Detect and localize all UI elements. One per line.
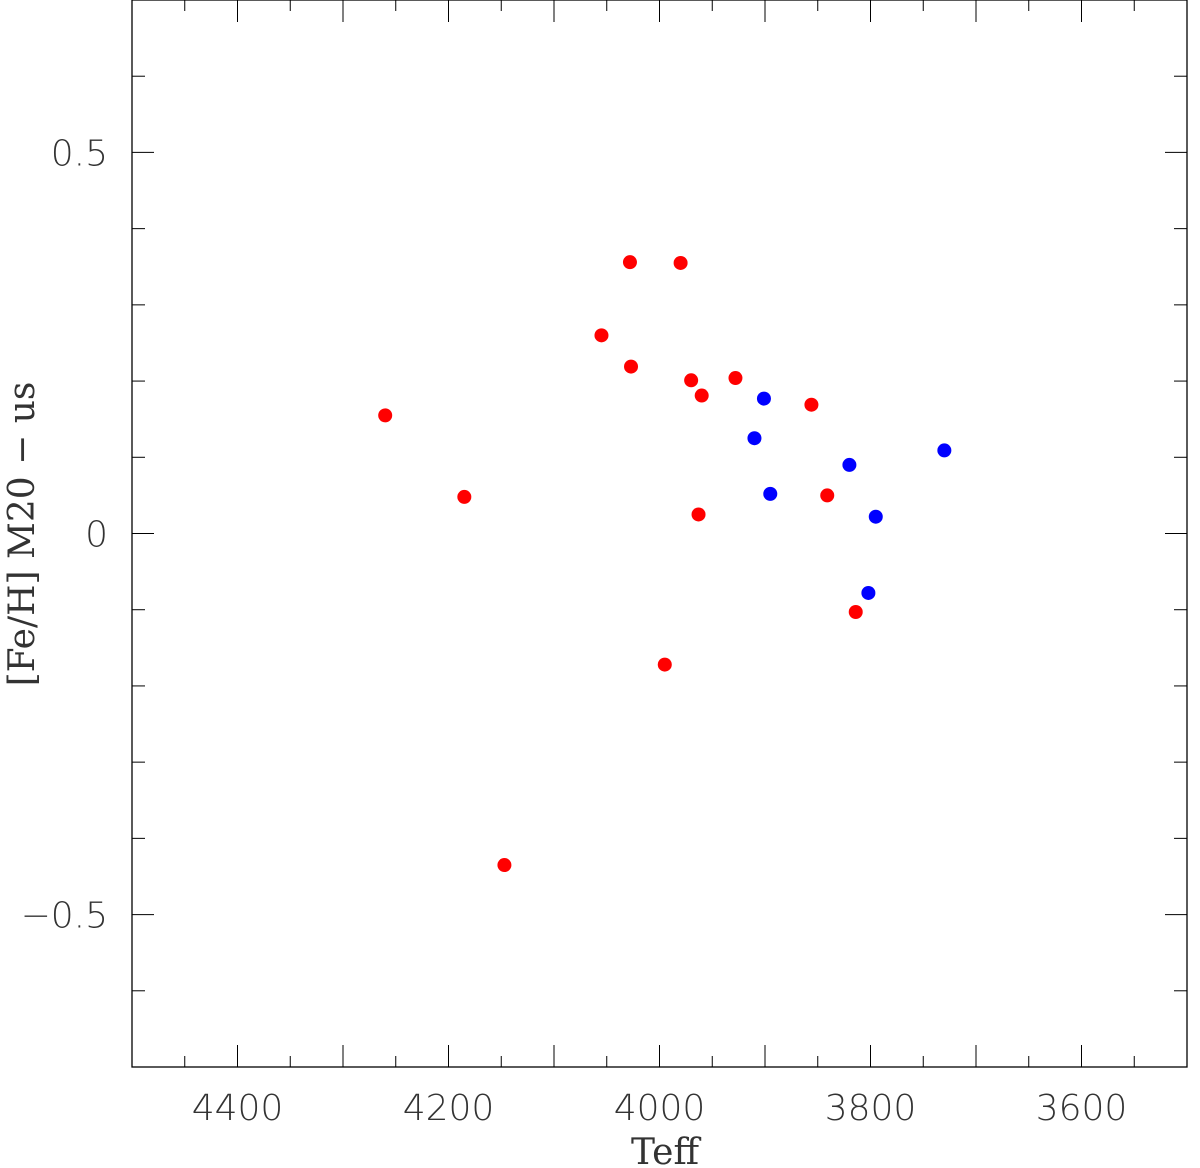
red-data-point xyxy=(378,408,393,423)
x-tick-label: 3800 xyxy=(825,1088,917,1129)
x-tick-label: 4000 xyxy=(614,1088,706,1129)
x-axis-title: Teff xyxy=(631,1132,702,1168)
red-data-point xyxy=(622,255,637,270)
data-points xyxy=(378,255,952,873)
red-data-point xyxy=(594,328,609,343)
red-data-point xyxy=(657,657,672,672)
blue-data-point xyxy=(937,443,952,458)
blue-data-point xyxy=(756,391,771,406)
x-tick-label: 4400 xyxy=(192,1088,284,1129)
red-data-point xyxy=(497,858,512,873)
x-tick-label: 4200 xyxy=(403,1088,495,1129)
x-tick-label: 3600 xyxy=(1036,1088,1128,1129)
red-data-point xyxy=(691,507,706,522)
y-tick-label: 0.5 xyxy=(51,133,108,174)
y-tick-label: 0 xyxy=(85,515,108,556)
red-data-point xyxy=(804,397,819,412)
blue-data-point xyxy=(868,509,883,524)
plot-frame xyxy=(131,0,1188,1068)
blue-data-point xyxy=(842,457,857,472)
red-data-point xyxy=(820,488,835,503)
red-data-point xyxy=(624,359,639,374)
red-data-point xyxy=(848,605,863,620)
y-axis-title: [Fe/H] M20 − us xyxy=(2,382,43,687)
y-tick-label: −0.5 xyxy=(21,896,108,937)
tick-labels: 4400 4200 4000 3800 3600 −0.5 0 0.5 xyxy=(21,133,1128,1129)
blue-data-point xyxy=(747,431,762,446)
blue-data-point xyxy=(861,585,876,600)
red-data-point xyxy=(684,373,699,388)
red-data-point xyxy=(457,489,472,504)
axis-ticks xyxy=(132,0,1187,1067)
red-data-point xyxy=(728,371,743,386)
blue-data-point xyxy=(763,486,778,501)
red-data-point xyxy=(673,255,688,270)
red-data-point xyxy=(694,388,709,403)
